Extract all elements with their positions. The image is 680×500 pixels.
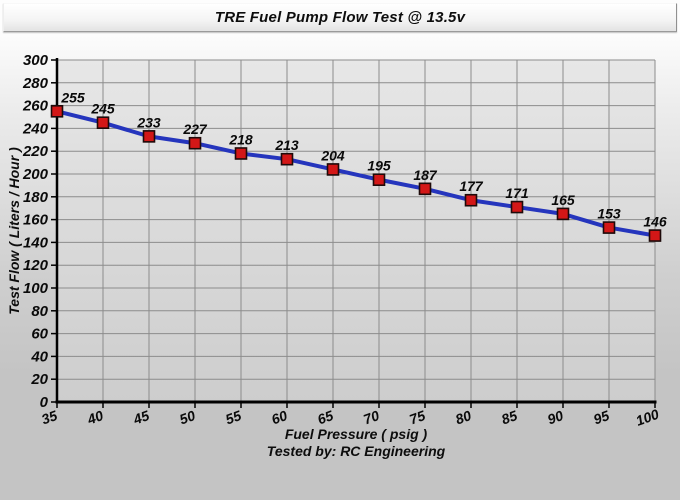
y-tick-label: 120 (23, 257, 49, 274)
x-tick-label: 65 (315, 407, 335, 427)
chart-title-bar: TRE Fuel Pump Flow Test @ 13.5v (3, 3, 677, 32)
x-tick-label: 80 (453, 407, 473, 427)
data-point-label: 227 (182, 121, 208, 137)
x-tick-label: 100 (634, 406, 662, 429)
data-point-marker (418, 182, 432, 196)
y-tick-label: 280 (22, 75, 49, 92)
data-point-marker (96, 116, 110, 129)
data-point-label: 255 (60, 89, 85, 105)
data-point-label: 165 (551, 192, 575, 208)
flow-line (55, 109, 657, 238)
data-point-label: 233 (136, 114, 161, 130)
data-point-label: 195 (367, 158, 391, 174)
data-point-label: 153 (597, 206, 621, 222)
data-point-marker (510, 200, 524, 214)
y-tick-label: 300 (23, 52, 49, 69)
x-tick-label: 60 (269, 407, 289, 427)
y-tick-label: 180 (23, 189, 49, 206)
data-point-label: 187 (413, 167, 438, 183)
data-point-marker (326, 163, 340, 176)
data-point-label: 146 (643, 214, 667, 230)
x-tick-label: 95 (591, 407, 611, 427)
x-tick-label: 75 (407, 407, 427, 427)
data-point-marker (50, 105, 64, 118)
y-tick-label: 140 (23, 234, 49, 251)
y-tick-label: 100 (23, 280, 49, 297)
data-point-marker (372, 173, 386, 186)
chart-title: TRE Fuel Pump Flow Test @ 13.5v (214, 9, 466, 26)
x-tick-label: 90 (545, 407, 565, 427)
data-point-marker (234, 147, 248, 160)
x-tick-label: 35 (39, 407, 59, 427)
y-axis-title: Test Flow ( Liters / Hour ) (6, 147, 22, 315)
data-point-marker (602, 221, 616, 234)
y-tick-label: 260 (22, 98, 49, 115)
data-point-marker (464, 193, 478, 207)
y-tick-label: 20 (30, 371, 48, 388)
y-tick-label: 200 (22, 166, 49, 183)
y-tick-label: 80 (31, 303, 48, 320)
plot-area (57, 60, 655, 402)
data-point-label: 213 (274, 137, 299, 153)
x-tick-label: 40 (84, 407, 105, 428)
y-tick-label: 220 (22, 143, 49, 160)
x-tick-label: 55 (223, 407, 243, 427)
x-tick-label: 85 (499, 407, 519, 427)
y-tick-label: 60 (31, 326, 48, 343)
x-axis-title: Fuel Pressure ( psig ) (284, 426, 428, 442)
data-point-marker (280, 152, 294, 166)
data-point-marker (188, 136, 202, 150)
x-tick-label: 70 (361, 407, 381, 427)
footer-note: Tested by: RC Engineering (266, 443, 446, 459)
data-point-marker (142, 130, 156, 143)
x-tick-label: 50 (177, 407, 197, 427)
data-point-label: 171 (505, 185, 529, 201)
data-point-marker (556, 207, 570, 221)
data-point-label: 177 (459, 178, 484, 194)
y-tick-label: 160 (23, 212, 49, 229)
data-point-marker (648, 229, 662, 242)
data-point-label: 245 (90, 101, 115, 117)
x-tick-label: 45 (130, 407, 151, 428)
y-tick-label: 0 (40, 394, 49, 411)
y-tick-label: 240 (22, 120, 49, 137)
data-point-label: 204 (320, 147, 345, 163)
data-point-label: 218 (228, 131, 253, 147)
y-tick-label: 40 (30, 348, 48, 365)
